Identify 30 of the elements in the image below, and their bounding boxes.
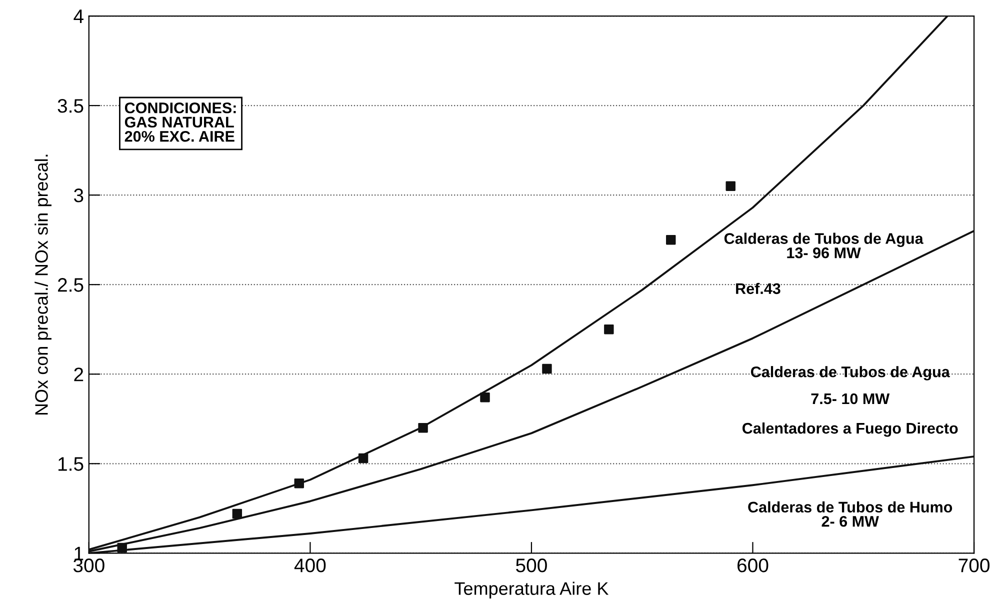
y-tick-label: 2.5 <box>58 278 84 292</box>
y-tick-label: 3.5 <box>58 99 84 113</box>
annotation: Calderas de Tubos de Agua <box>750 366 950 380</box>
annotation: CONDICIONES: GAS NATURAL 20% EXC. AIRE <box>124 102 236 142</box>
annotation: Calderas de Tubos de Humo 2- 6 MW <box>748 501 952 527</box>
x-tick-label: 600 <box>738 558 768 572</box>
y-tick-label: 1.5 <box>58 457 84 471</box>
point <box>117 542 127 553</box>
point <box>418 422 428 433</box>
annotation: Calentadores a Fuego Directo <box>742 422 958 437</box>
point <box>480 392 490 402</box>
point <box>294 478 304 488</box>
y-tick-label: 4 <box>74 10 84 24</box>
annotation: 7.5- 10 MW <box>811 393 890 404</box>
annotation: Ref.43 <box>736 282 780 294</box>
x-tick-label: 400 <box>294 558 326 572</box>
y-tick-label: 2 <box>74 368 84 382</box>
point <box>604 324 614 334</box>
x-tick-label: 500 <box>516 558 547 572</box>
point <box>666 234 676 245</box>
point <box>358 453 368 464</box>
x-tick-label: 300 <box>73 558 104 572</box>
point <box>542 364 552 374</box>
x-tick-label: 700 <box>958 558 990 572</box>
y-tick-label: 3 <box>74 188 84 202</box>
point <box>232 508 242 519</box>
annotation: Calderas de Tubos de Agua 13- 96 MW <box>724 232 924 258</box>
x-axis-title: Temperatura Aire K <box>454 582 609 599</box>
point <box>726 181 736 191</box>
y-axis-title: NOx con precal./ NOx sin precal. <box>34 154 52 415</box>
